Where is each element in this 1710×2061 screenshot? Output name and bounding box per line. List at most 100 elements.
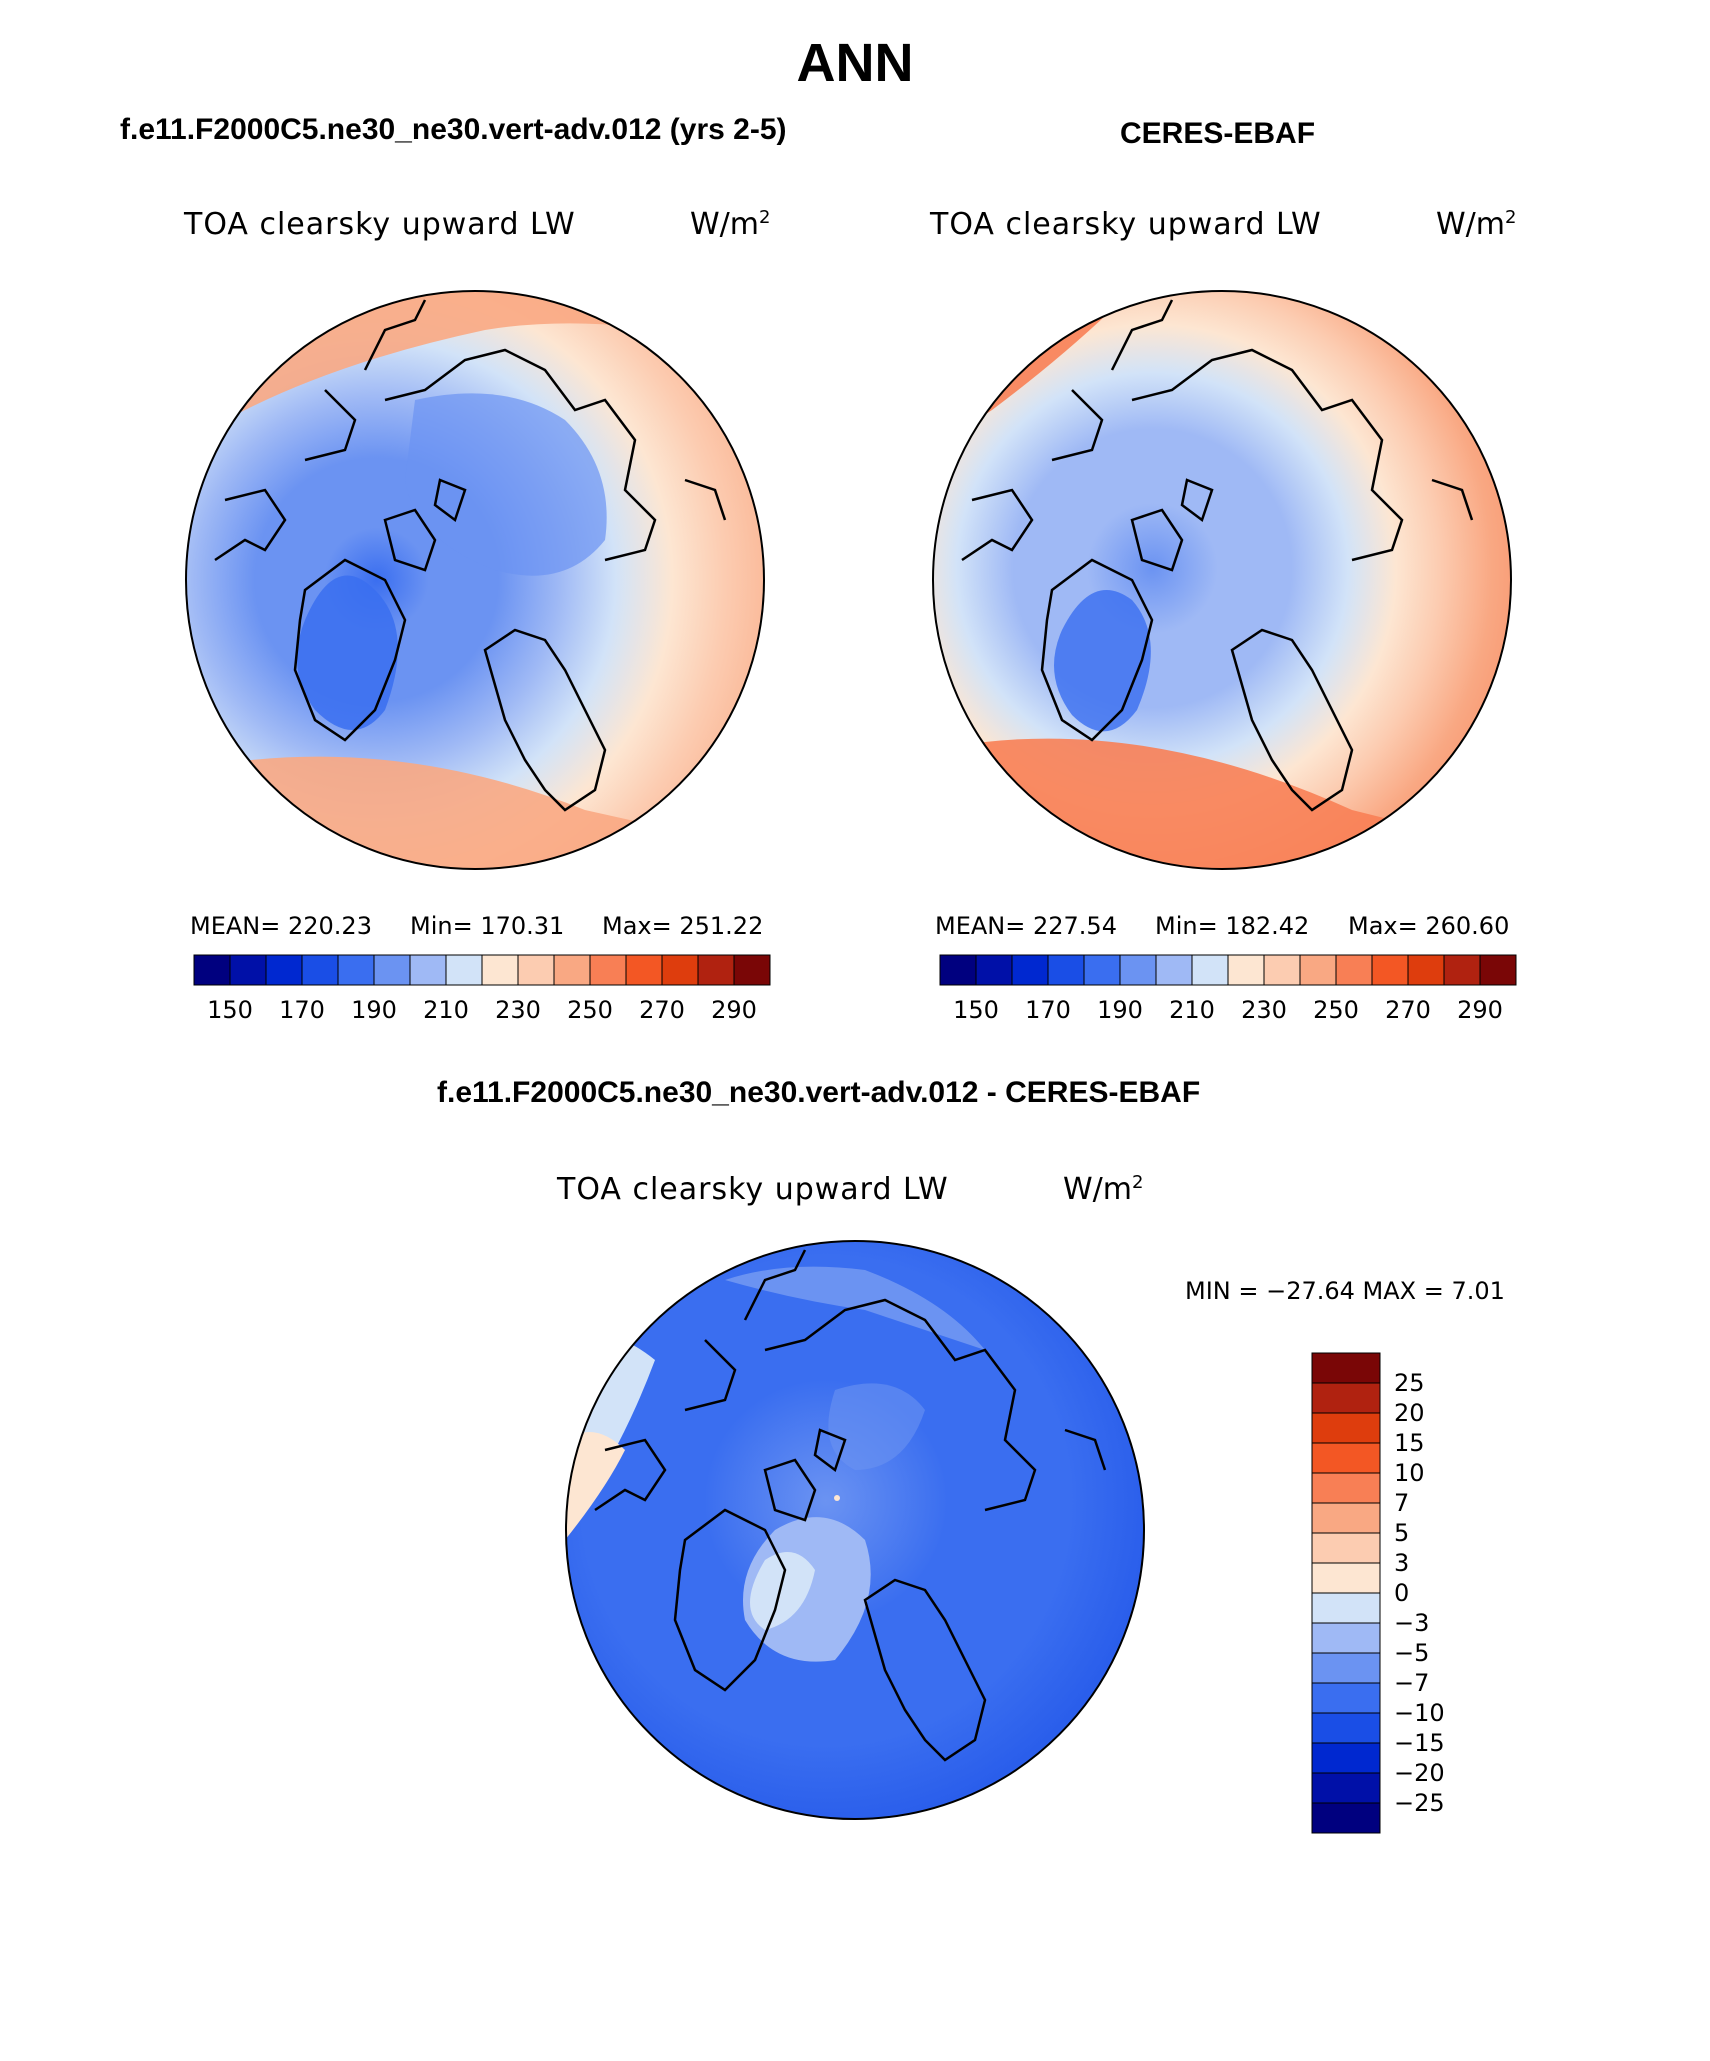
- diff-variable-label: TOA clearsky upward LW: [557, 1172, 949, 1207]
- colorbar-swatch: [265, 954, 303, 986]
- colorbar-swatch: [1311, 1772, 1381, 1804]
- colorbar-swatch: [1047, 954, 1085, 986]
- colorbar-swatch: [1311, 1592, 1381, 1624]
- colorbar-swatch: [625, 954, 663, 986]
- colorbar-swatch: [1191, 954, 1229, 986]
- panel-1-max: Max= 251.22: [602, 912, 764, 940]
- diff-tick: 10: [1394, 1459, 1425, 1487]
- panel-1-tick: 230: [495, 996, 541, 1024]
- colorbar-swatch: [1311, 1472, 1381, 1504]
- colorbar-swatch: [1479, 954, 1517, 986]
- diff-tick: −25: [1394, 1789, 1445, 1817]
- panel-2-max: Max= 260.60: [1348, 912, 1510, 940]
- diff-min-max: MIN = −27.64 MAX = 7.01: [1185, 1277, 1505, 1305]
- colorbar-swatch: [553, 954, 591, 986]
- colorbar-swatch: [445, 954, 483, 986]
- panel-2-tick: 170: [1025, 996, 1071, 1024]
- panel-2-case-title: CERES-EBAF: [1120, 117, 1316, 150]
- colorbar-swatch: [939, 954, 977, 986]
- colorbar-swatch: [1335, 954, 1373, 986]
- colorbar-swatch: [975, 954, 1013, 986]
- colorbar-swatch: [1083, 954, 1121, 986]
- colorbar-swatch: [409, 954, 447, 986]
- diff-tick: 15: [1394, 1429, 1425, 1457]
- diff-tick: 25: [1394, 1369, 1425, 1397]
- colorbar-swatch: [1311, 1742, 1381, 1774]
- panel-2-tick: 230: [1241, 996, 1287, 1024]
- panel-1-tick: 210: [423, 996, 469, 1024]
- panel-1-map: [185, 290, 765, 870]
- colorbar-swatch: [337, 954, 375, 986]
- colorbar-swatch: [589, 954, 627, 986]
- colorbar-swatch: [1311, 1502, 1381, 1534]
- colorbar-swatch: [229, 954, 267, 986]
- diff-tick: −7: [1394, 1669, 1430, 1697]
- diff-map: [565, 1240, 1145, 1820]
- panel-2-mean: MEAN= 227.54: [935, 912, 1117, 940]
- diff-units: W/m2: [1063, 1172, 1144, 1207]
- colorbar-swatch: [1311, 1652, 1381, 1684]
- main-title: ANN: [796, 33, 914, 93]
- panel-1-tick: 290: [711, 996, 757, 1024]
- panel-1-mean: MEAN= 220.23: [190, 912, 372, 940]
- diff-tick: −3: [1394, 1609, 1430, 1637]
- colorbar-swatch: [193, 954, 231, 986]
- colorbar-swatch: [1371, 954, 1409, 986]
- panel-1-units: W/m2: [690, 207, 771, 242]
- colorbar-swatch: [733, 954, 771, 986]
- colorbar-swatch: [1311, 1412, 1381, 1444]
- colorbar-swatch: [1299, 954, 1337, 986]
- diff-tick: −5: [1394, 1639, 1430, 1667]
- panel-2-units: W/m2: [1436, 207, 1517, 242]
- panel-2-map: [932, 290, 1512, 870]
- colorbar-swatch: [1311, 1622, 1381, 1654]
- colorbar-swatch: [373, 954, 411, 986]
- colorbar-swatch: [481, 954, 519, 986]
- diff-tick: 20: [1394, 1399, 1425, 1427]
- panel-2-tick: 150: [953, 996, 999, 1024]
- colorbar-swatch: [661, 954, 699, 986]
- panel-1-colorbar: [193, 954, 771, 986]
- colorbar-swatch: [1311, 1532, 1381, 1564]
- colorbar-swatch: [1443, 954, 1481, 986]
- panel-1-tick: 250: [567, 996, 613, 1024]
- panel-1-tick: 170: [279, 996, 325, 1024]
- colorbar-swatch: [1119, 954, 1157, 986]
- panel-1-variable-label: TOA clearsky upward LW: [184, 207, 576, 242]
- diff-tick: −10: [1394, 1699, 1445, 1727]
- panel-2-tick: 210: [1169, 996, 1215, 1024]
- colorbar-swatch: [1311, 1682, 1381, 1714]
- diff-tick: 3: [1394, 1549, 1410, 1577]
- colorbar-swatch: [517, 954, 555, 986]
- colorbar-swatch: [1311, 1382, 1381, 1414]
- panel-1-tick: 190: [351, 996, 397, 1024]
- panel-1-min: Min= 170.31: [410, 912, 565, 940]
- panel-2-colorbar: [939, 954, 1517, 986]
- colorbar-swatch: [1155, 954, 1193, 986]
- colorbar-swatch: [1311, 1712, 1381, 1744]
- panel-1-case-title: f.e11.F2000C5.ne30_ne30.vert-adv.012 (yr…: [120, 113, 787, 146]
- diff-tick: 5: [1394, 1519, 1410, 1547]
- panel-2-variable-label: TOA clearsky upward LW: [930, 207, 1322, 242]
- colorbar-swatch: [1263, 954, 1301, 986]
- panel-2-tick: 290: [1457, 996, 1503, 1024]
- panel-2-tick: 270: [1385, 996, 1431, 1024]
- diff-colorbar: [1311, 1352, 1381, 1834]
- colorbar-swatch: [1311, 1442, 1381, 1474]
- panel-1-tick: 150: [207, 996, 253, 1024]
- diff-case-title: f.e11.F2000C5.ne30_ne30.vert-adv.012 - C…: [437, 1076, 1201, 1109]
- panel-2-tick: 250: [1313, 996, 1359, 1024]
- diff-tick: −20: [1394, 1759, 1445, 1787]
- colorbar-swatch: [1311, 1352, 1381, 1384]
- panel-2-tick: 190: [1097, 996, 1143, 1024]
- colorbar-swatch: [1311, 1802, 1381, 1834]
- panel-2-min: Min= 182.42: [1155, 912, 1310, 940]
- colorbar-swatch: [697, 954, 735, 986]
- colorbar-swatch: [301, 954, 339, 986]
- diff-tick: 0: [1394, 1579, 1410, 1607]
- colorbar-swatch: [1227, 954, 1265, 986]
- colorbar-swatch: [1011, 954, 1049, 986]
- diff-tick: −15: [1394, 1729, 1445, 1757]
- colorbar-swatch: [1407, 954, 1445, 986]
- diff-tick: 7: [1394, 1489, 1410, 1517]
